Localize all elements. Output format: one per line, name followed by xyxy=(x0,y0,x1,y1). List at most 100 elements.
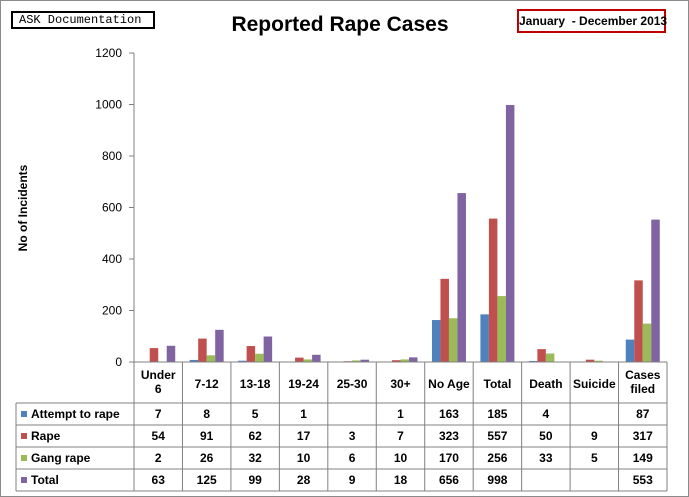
data-label: 26 xyxy=(200,451,214,465)
y-tick-label: 0 xyxy=(115,355,122,369)
category-label: Cases xyxy=(625,368,661,382)
bar xyxy=(206,355,216,362)
category-label: 25-30 xyxy=(337,377,368,391)
legend-key xyxy=(21,455,27,461)
category-label: Death xyxy=(529,377,562,391)
data-label: 8 xyxy=(203,407,210,421)
series-name: Total xyxy=(31,473,59,487)
bar xyxy=(488,218,498,362)
data-label: 28 xyxy=(297,473,311,487)
data-label: 323 xyxy=(439,429,459,443)
category-label: 13-18 xyxy=(240,377,271,391)
bar xyxy=(189,359,199,362)
bar xyxy=(625,339,635,362)
bar xyxy=(303,359,313,362)
data-label: 557 xyxy=(487,429,507,443)
category-label: 19-24 xyxy=(288,377,319,391)
legend-key xyxy=(21,477,27,483)
data-label: 18 xyxy=(394,473,408,487)
data-label: 50 xyxy=(539,429,553,443)
bar xyxy=(392,360,401,362)
data-label: 163 xyxy=(439,407,459,421)
bar xyxy=(238,360,247,362)
data-label: 87 xyxy=(636,407,650,421)
bar xyxy=(312,354,321,362)
bar xyxy=(400,359,409,362)
data-label: 1 xyxy=(300,407,307,421)
data-label: 7 xyxy=(397,429,404,443)
bar xyxy=(263,336,273,362)
bar xyxy=(528,360,538,362)
y-axis-title: No of Incidents xyxy=(16,164,30,251)
period-label: January - December 2013 xyxy=(517,9,667,33)
category-label: 7-12 xyxy=(195,377,219,391)
bar xyxy=(448,318,458,362)
bar xyxy=(352,360,361,362)
bar xyxy=(634,280,643,362)
data-label: 998 xyxy=(487,473,507,487)
data-label: 2 xyxy=(155,451,162,465)
data-label: 99 xyxy=(248,473,262,487)
y-tick-label: 1000 xyxy=(95,98,122,112)
category-label: 6 xyxy=(155,382,162,396)
data-label: 9 xyxy=(591,429,598,443)
data-label: 7 xyxy=(155,407,162,421)
bar xyxy=(651,219,660,362)
bar xyxy=(585,359,595,362)
legend-key xyxy=(21,433,27,439)
data-label: 170 xyxy=(439,451,459,465)
category-label: No Age xyxy=(428,377,470,391)
bar xyxy=(480,314,489,362)
y-tick-label: 1200 xyxy=(95,46,122,60)
data-label: 91 xyxy=(200,429,214,443)
data-label: 317 xyxy=(633,429,653,443)
data-label: 32 xyxy=(248,451,262,465)
category-label: Under xyxy=(141,368,176,382)
data-label: 6 xyxy=(349,451,356,465)
bar xyxy=(497,296,506,362)
data-label: 125 xyxy=(197,473,217,487)
bar xyxy=(642,323,652,362)
bar xyxy=(246,346,256,362)
bar xyxy=(295,357,304,362)
bar xyxy=(594,360,603,362)
y-tick-label: 800 xyxy=(102,149,122,163)
y-tick-label: 400 xyxy=(102,252,122,266)
series-name: Gang rape xyxy=(31,451,91,465)
series-name: Attempt to rape xyxy=(31,407,120,421)
bar xyxy=(198,338,207,362)
bar xyxy=(409,357,418,362)
data-label: 5 xyxy=(252,407,259,421)
y-tick-label: 600 xyxy=(102,201,122,215)
data-label: 553 xyxy=(633,473,653,487)
data-label: 3 xyxy=(349,429,356,443)
data-label: 185 xyxy=(487,407,507,421)
data-label: 4 xyxy=(543,407,550,421)
data-label: 10 xyxy=(297,451,311,465)
bar xyxy=(215,329,224,362)
data-label: 54 xyxy=(152,429,166,443)
data-label: 256 xyxy=(487,451,507,465)
bar xyxy=(166,345,176,362)
data-label: 149 xyxy=(633,451,653,465)
category-label: Total xyxy=(484,377,512,391)
bar xyxy=(255,353,264,362)
data-label: 656 xyxy=(439,473,459,487)
documentation-label: ASK Documentation xyxy=(11,11,155,29)
data-label: 17 xyxy=(297,429,311,443)
data-label: 1 xyxy=(397,407,404,421)
bar xyxy=(149,348,159,362)
series-name: Rape xyxy=(31,429,61,443)
bar xyxy=(431,320,441,362)
bar xyxy=(537,349,546,362)
y-tick-label: 200 xyxy=(102,304,122,318)
data-label: 9 xyxy=(349,473,356,487)
data-label: 63 xyxy=(152,473,166,487)
legend-key xyxy=(21,411,27,417)
bar xyxy=(505,105,515,362)
chart-title: Reported Rape Cases xyxy=(231,13,449,36)
bar xyxy=(457,193,466,362)
data-label: 10 xyxy=(394,451,408,465)
data-label: 5 xyxy=(591,451,598,465)
